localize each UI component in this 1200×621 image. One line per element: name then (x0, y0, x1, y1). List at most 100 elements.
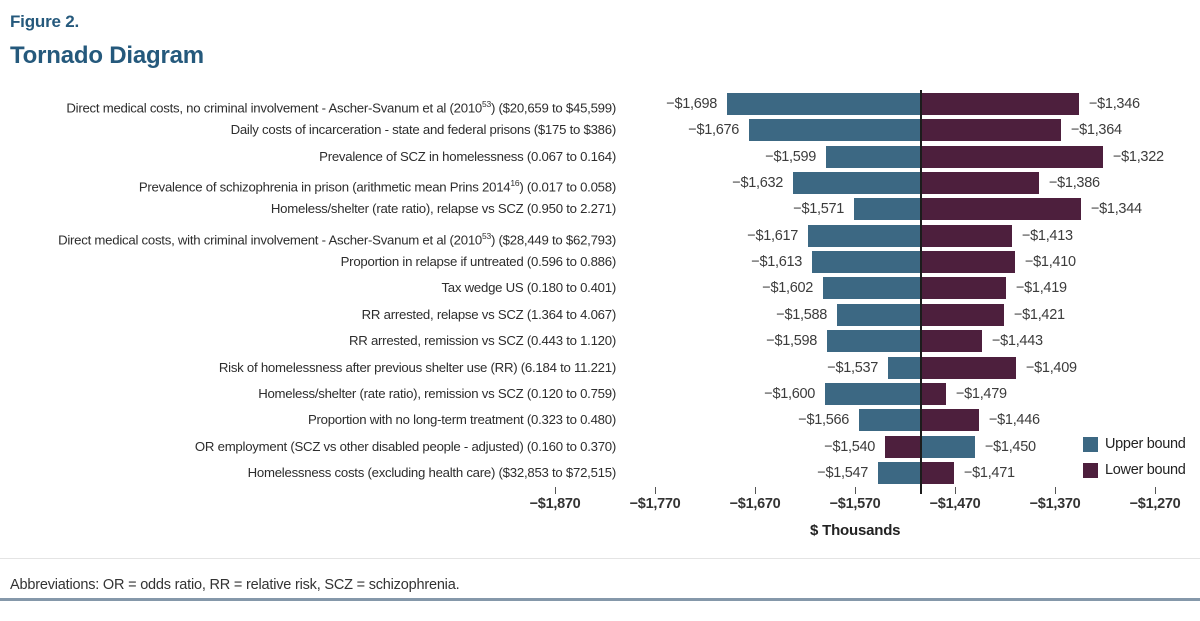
upper-bound-bar (827, 330, 921, 353)
bar-value-label: −$1,410 (1025, 254, 1076, 271)
row-category-label: Prevalence of SCZ in homelessness (0.067… (319, 148, 616, 164)
bar-value-label: −$1,386 (1049, 175, 1100, 192)
footer-divider-thick (0, 598, 1200, 601)
x-axis-tick (654, 487, 656, 494)
lower-bound-bar (921, 119, 1061, 142)
upper-bound-bar (825, 382, 921, 405)
lower-bound-bar (921, 251, 1015, 274)
bar-value-label: −$1,421 (1014, 306, 1065, 323)
x-axis-tick (554, 487, 556, 494)
bar-value-label: −$1,346 (1089, 96, 1140, 112)
bar-value-label: −$1,413 (1022, 227, 1073, 244)
upper-bound-bar (921, 435, 975, 458)
bar-value-label: −$1,617 (747, 227, 798, 244)
baseline-marker (920, 90, 922, 494)
x-axis-tick (954, 487, 956, 494)
bar-value-label: −$1,450 (985, 438, 1036, 455)
upper-bound-bar (854, 198, 921, 221)
row-category-label: Tax wedge US (0.180 to 0.401) (441, 280, 616, 296)
row-category-label: OR employment (SCZ vs other disabled peo… (194, 438, 616, 454)
lower-bound-bar (921, 409, 979, 432)
upper-bound-bar (888, 356, 921, 379)
lower-bound-bar (885, 435, 921, 458)
bar-value-label: −$1,419 (1016, 280, 1067, 297)
x-axis-tick-label: −$1,470 (929, 496, 981, 512)
row-category-label: RR arrested, relapse vs SCZ (1.364 to 4.… (361, 306, 617, 322)
legend-entry-upper: Upper bound (1083, 435, 1186, 453)
upper-bound-bar (878, 461, 921, 484)
bar-value-label: −$1,409 (1026, 359, 1077, 376)
bar-value-label: −$1,537 (827, 359, 878, 376)
row-category-label: Direct medical costs, with criminal invo… (58, 230, 616, 248)
bar-value-label: −$1,540 (824, 438, 875, 455)
upper-bound-bar (808, 224, 921, 247)
x-axis-tick (1154, 487, 1156, 494)
row-category-label: Risk of homelessness after previous shel… (218, 359, 616, 375)
row-category-label: Proportion in relapse if untreated (0.59… (340, 254, 617, 270)
bar-value-label: −$1,344 (1091, 201, 1142, 218)
bar-value-label: −$1,613 (751, 254, 802, 271)
bar-value-label: −$1,479 (956, 385, 1007, 402)
legend-label-upper: Upper bound (1105, 436, 1186, 452)
x-axis-title: $ Thousands (810, 522, 901, 539)
bar-value-label: −$1,600 (764, 385, 815, 402)
row-category-label: Daily costs of incarceration - state and… (230, 122, 617, 138)
lower-bound-bar (921, 303, 1004, 326)
bar-value-label: −$1,566 (798, 412, 849, 429)
bar-value-label: −$1,571 (793, 201, 844, 218)
legend-entry-lower: Lower bound (1083, 461, 1186, 479)
row-category-label: Direct medical costs, no criminal involv… (66, 99, 616, 116)
lower-bound-bar (921, 356, 1016, 379)
bar-value-label: −$1,364 (1071, 122, 1122, 139)
lower-bound-bar (921, 224, 1012, 247)
x-axis-tick (754, 487, 756, 494)
bar-value-label: −$1,322 (1113, 148, 1164, 165)
bar-value-label: −$1,676 (688, 122, 739, 139)
row-category-label: Prevalence of schizophrenia in prison (a… (138, 178, 616, 195)
lower-bound-bar (921, 461, 954, 484)
row-category-label: Proportion with no long-term treatment (… (307, 412, 616, 428)
lower-bound-bar (921, 330, 982, 353)
x-axis-tick (854, 487, 856, 494)
upper-bound-bar (727, 93, 921, 115)
x-axis-tick-label: −$1,570 (829, 496, 881, 512)
row-category-label: Homeless/shelter (rate ratio), remission… (258, 385, 616, 401)
upper-bound-bar (826, 145, 921, 168)
upper-bound-bar (812, 251, 921, 274)
lower-bound-swatch-icon (1083, 462, 1098, 478)
upper-bound-bar (749, 119, 921, 142)
bar-value-label: −$1,602 (762, 280, 813, 297)
figure-number: Figure 2. (10, 12, 80, 31)
figure-title: Tornado Diagram (10, 42, 204, 69)
upper-bound-bar (793, 172, 921, 195)
legend-label-lower: Lower bound (1105, 462, 1186, 478)
x-axis-tick-label: −$1,370 (1029, 496, 1081, 512)
upper-bound-swatch-icon (1083, 436, 1098, 452)
row-category-label: Homeless/shelter (rate ratio), relapse v… (270, 201, 616, 217)
lower-bound-bar (921, 93, 1079, 115)
row-category-label: RR arrested, remission vs SCZ (0.443 to … (348, 333, 616, 349)
bar-value-label: −$1,443 (992, 333, 1043, 350)
bar-value-label: −$1,599 (765, 148, 816, 165)
abbreviations-note: Abbreviations: OR = odds ratio, RR = rel… (10, 577, 460, 593)
lower-bound-bar (921, 198, 1081, 221)
lower-bound-bar (921, 172, 1039, 195)
lower-bound-bar (921, 277, 1006, 300)
x-axis-tick-label: −$1,270 (1129, 496, 1181, 512)
bar-value-label: −$1,446 (989, 412, 1040, 429)
lower-bound-bar (921, 382, 946, 405)
bar-value-label: −$1,632 (732, 175, 783, 192)
upper-bound-bar (859, 409, 921, 432)
upper-bound-bar (837, 303, 921, 326)
upper-bound-bar (823, 277, 921, 300)
bar-value-label: −$1,698 (666, 96, 717, 112)
lower-bound-bar (921, 145, 1103, 168)
row-category-label: Homelessness costs (excluding health car… (247, 464, 617, 480)
x-axis-tick-label: −$1,670 (729, 496, 781, 512)
x-axis-tick (1054, 487, 1056, 494)
chart-legend: Upper bound Lower bound (1083, 435, 1186, 487)
bar-value-label: −$1,547 (817, 464, 868, 481)
x-axis-tick-label: −$1,870 (529, 496, 581, 512)
x-axis-tick-label: −$1,770 (629, 496, 681, 512)
